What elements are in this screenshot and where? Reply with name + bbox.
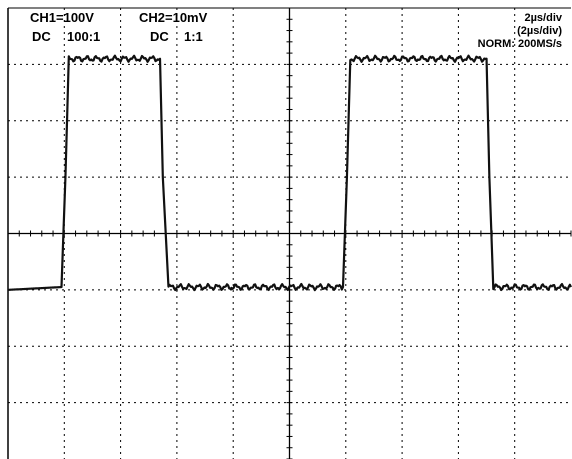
graticule [7,7,572,459]
acquisition-rate-label: NORM: 200MS/s [477,38,562,50]
timebase-main-label: 2µs/div [524,12,562,24]
ch1-coupling-label: DC [32,29,51,44]
ch2-probe-label: 1:1 [184,29,203,44]
ch1-scale-label: CH1=100V [30,10,94,25]
timebase-delayed-label: (2µs/div) [517,25,562,37]
trace-layer [7,54,572,292]
ch2-scale-label: CH2=10mV [139,10,208,25]
ch1-probe-label: 100:1 [67,29,101,44]
ch2-coupling-label: DC [150,29,169,44]
waveform-trace-1 [7,54,572,292]
